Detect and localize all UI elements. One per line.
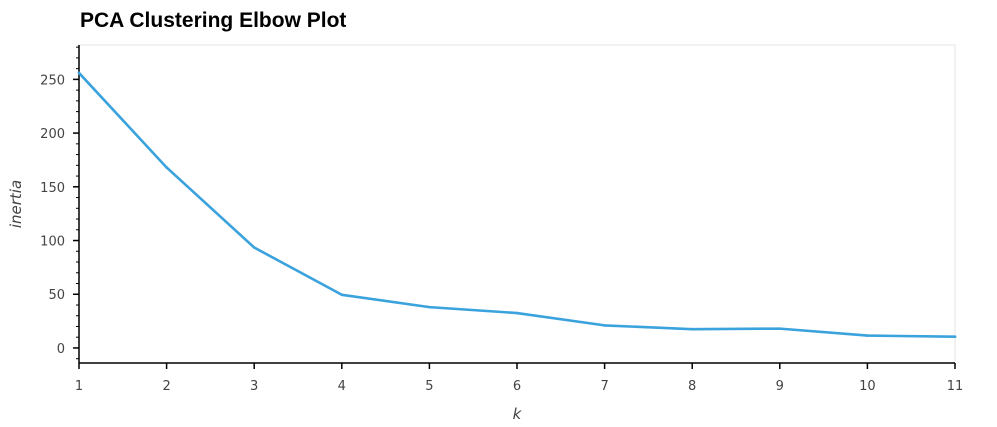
data-point [77,71,81,75]
data-point [428,305,431,309]
y-tick-label: 50 [48,288,65,303]
x-tick-label: 2 [162,379,170,394]
chart-title: PCA Clustering Elbow Plot [80,9,347,32]
data-point [953,335,957,338]
data-point [778,327,782,330]
x-tick-label: 9 [776,379,784,394]
y-axis-label: inertia [7,180,25,228]
x-tick-label: 5 [425,379,433,394]
series-layer [77,71,957,338]
x-axis: 1 2 3 4 5 6 7 8 9 10 11 [75,362,964,394]
data-point [340,293,344,297]
data-point [165,166,168,169]
plot-frame [78,44,956,364]
x-tick-label: 6 [513,379,521,394]
y-tick-label: 250 [40,73,65,88]
x-axis-label: k [513,405,523,423]
data-point [252,246,256,249]
x-tick-label: 1 [75,379,83,394]
data-point [515,311,519,315]
data-point [866,334,869,337]
x-tick-label: 10 [859,379,876,394]
y-tick-label: 100 [40,235,65,250]
y-tick-label: 200 [40,127,65,142]
series-line [77,71,957,338]
x-tick-label: 3 [250,379,258,394]
y-tick-label: 0 [57,342,65,357]
data-point [603,324,606,327]
y-tick-label: 150 [40,181,65,196]
y-axis: 0 50 100 150 200 250 [40,45,80,363]
x-tick-label: 4 [338,379,346,394]
x-tick-label: 7 [600,379,608,394]
x-tick-label: 8 [688,379,696,394]
data-point [690,327,694,331]
x-tick-label: 11 [947,379,964,394]
